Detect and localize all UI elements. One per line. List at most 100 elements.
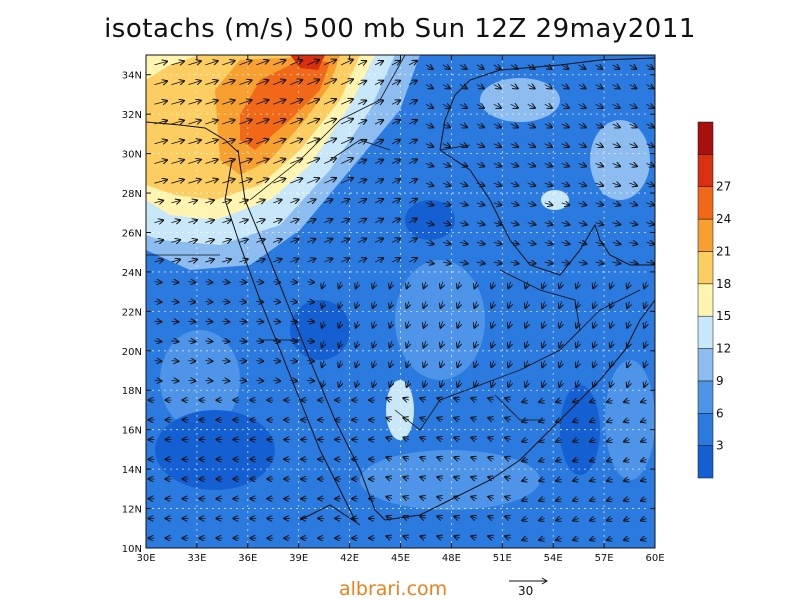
wind-vector <box>590 440 596 442</box>
y-tick-label: 22N <box>122 307 142 318</box>
wind-vector <box>374 219 383 223</box>
wind-vector <box>493 85 501 89</box>
wind-vector <box>612 104 620 108</box>
wind-vector <box>527 262 536 264</box>
wind-vector <box>442 163 450 166</box>
wind-vector <box>340 119 353 125</box>
wind-vector <box>374 140 383 144</box>
wind-vector <box>556 420 562 422</box>
wind-vector <box>339 281 341 289</box>
wind-vector <box>556 400 562 402</box>
wind-vector <box>471 477 477 479</box>
wind-vector <box>573 538 579 540</box>
wind-vector <box>459 85 467 89</box>
wind-vector <box>459 183 468 186</box>
wind-vector <box>340 219 349 223</box>
wind-vector <box>154 240 163 242</box>
wind-vector <box>256 282 263 283</box>
wind-vector <box>373 380 375 387</box>
wind-vector <box>641 459 647 461</box>
wind-vector <box>578 124 586 127</box>
wind-vector <box>408 159 417 163</box>
wind-vector <box>607 400 613 402</box>
wind-vector <box>322 321 324 328</box>
wind-vector <box>323 239 332 243</box>
wind-vector <box>290 60 302 66</box>
wind-vector <box>610 321 612 328</box>
wind-vector <box>290 321 297 322</box>
wind-vector <box>205 200 214 203</box>
wind-vector <box>239 139 251 145</box>
wind-vector <box>459 65 467 69</box>
wind-vector <box>476 85 484 89</box>
wind-vector <box>627 301 629 309</box>
wind-vector <box>273 219 281 222</box>
wind-vector <box>646 242 655 244</box>
wind-vector <box>307 361 314 362</box>
colorbar-swatch <box>697 186 714 220</box>
wind-vector <box>386 497 393 499</box>
wind-vector <box>356 281 358 289</box>
wind-vector <box>544 104 552 108</box>
wind-vector <box>505 536 511 538</box>
y-tick-label: 18N <box>122 386 142 397</box>
wind-vector <box>290 219 298 222</box>
wind-vector <box>256 302 263 303</box>
wind-vector <box>578 203 587 205</box>
wind-vector <box>522 440 528 442</box>
wind-vector <box>273 259 281 262</box>
colorbar-swatch <box>697 218 714 252</box>
wind-vector <box>576 380 578 387</box>
wind-vector <box>256 159 268 164</box>
wind-vector <box>307 60 319 66</box>
wind-vector <box>493 144 501 147</box>
wind-vector <box>641 400 647 402</box>
wind-vector <box>593 360 595 368</box>
wind-vector <box>641 420 647 422</box>
wind-vector <box>340 60 353 66</box>
wind-vector <box>559 340 561 348</box>
wind-vector <box>222 380 229 381</box>
band-south <box>360 450 540 510</box>
wind-vector <box>154 101 167 104</box>
wind-vector <box>442 242 451 244</box>
wind-vector <box>505 516 511 518</box>
wind-vector <box>420 477 427 479</box>
wind-vector <box>510 65 518 69</box>
wind-vector <box>290 119 302 125</box>
wind-vector <box>629 124 637 127</box>
wind-vector <box>437 457 444 459</box>
wind-vector <box>441 340 443 348</box>
wind-vector <box>222 259 231 262</box>
wind-vector <box>307 80 319 85</box>
wind-vector <box>441 281 443 289</box>
wind-vector <box>340 199 349 203</box>
wind-vector <box>561 104 569 108</box>
wind-vector <box>407 301 409 309</box>
wind-vector <box>454 536 461 538</box>
colorbar-label: 27 <box>716 180 731 194</box>
wind-vector <box>556 479 562 481</box>
wind-vector <box>522 459 528 461</box>
wind-vector <box>339 340 341 348</box>
wind-vector <box>539 479 545 481</box>
wind-vector <box>595 223 604 225</box>
wind-vector <box>239 100 251 105</box>
wind-vector <box>493 183 502 186</box>
wind-vector <box>578 104 586 108</box>
wind-vector <box>510 163 518 166</box>
wind-vector <box>491 340 493 348</box>
wind-vector <box>522 400 528 402</box>
colorbar-swatch <box>697 445 714 479</box>
wind-vector <box>474 281 476 289</box>
wind-vector <box>290 380 297 381</box>
site-credit: albrari.com <box>339 578 448 600</box>
wind-vector <box>339 301 341 309</box>
wind-vector <box>629 65 637 69</box>
wind-vector <box>420 437 427 439</box>
wind-vector <box>578 242 587 244</box>
wind-vector <box>476 262 485 264</box>
colorbar-swatch <box>697 348 714 382</box>
y-tick-label: 24N <box>122 268 142 279</box>
wind-vector <box>425 65 433 69</box>
